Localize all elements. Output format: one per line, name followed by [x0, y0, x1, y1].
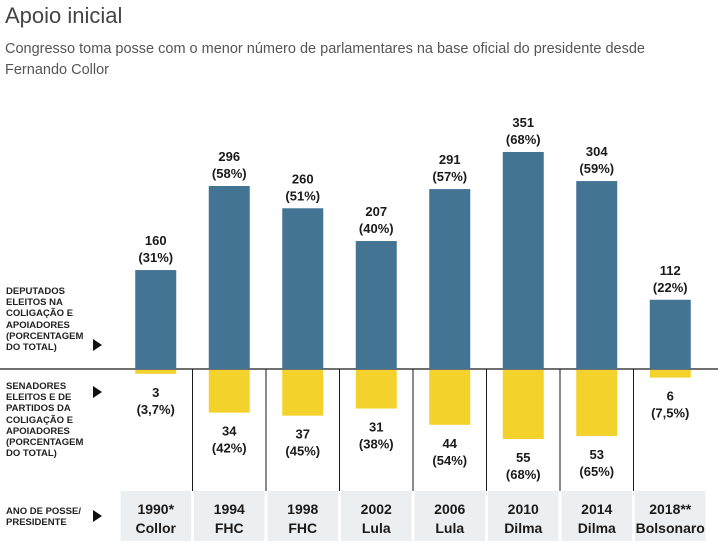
- chart-subtitle: Congresso toma posse com o menor número …: [5, 41, 645, 78]
- deputados-pct-label: (22%): [653, 280, 688, 295]
- deputados-value-label: 112: [660, 263, 681, 278]
- deputados-bar: [576, 181, 618, 369]
- deputados-row-label: Deputados eleitos na coligação e apoiado…: [6, 286, 84, 354]
- chart-title: Apoio inicial: [5, 3, 123, 28]
- year-cell-bg: [267, 491, 338, 541]
- senadores-bar: [649, 370, 691, 378]
- year-label: 2002: [361, 501, 392, 517]
- deputados-bar: [429, 189, 471, 369]
- president-label: FHC: [288, 520, 317, 536]
- senadores-bar: [282, 370, 324, 416]
- senadores-value-label: 3: [152, 385, 159, 400]
- senadores-value-label: 31: [369, 420, 383, 435]
- senadores-pct-label: (45%): [285, 444, 320, 459]
- deputados-pct-label: (51%): [285, 188, 320, 203]
- deputados-pct-label: (40%): [359, 221, 394, 236]
- year-label: 1998: [287, 501, 318, 517]
- year-cell-bg: [414, 491, 485, 541]
- president-label: Bolsonaro: [636, 520, 705, 536]
- deputados-arrow-icon: [93, 339, 102, 351]
- deputados-bar: [649, 299, 691, 369]
- president-label: Dilma: [504, 520, 542, 536]
- senadores-bar: [429, 370, 471, 425]
- deputados-value-label: 291: [439, 152, 461, 167]
- senadores-value-label: 34: [222, 424, 237, 439]
- year-cell-bg: [488, 491, 559, 541]
- year-label: 2014: [581, 501, 612, 517]
- year-cell-bg: [561, 491, 632, 541]
- deputados-bar: [502, 152, 544, 369]
- senadores-pct-label: (68%): [506, 467, 541, 482]
- deputados-bar: [282, 208, 324, 369]
- senadores-bar: [135, 370, 177, 374]
- deputados-value-label: 304: [586, 144, 608, 159]
- president-label: Collor: [136, 520, 177, 536]
- deputados-pct-label: (68%): [506, 132, 541, 147]
- deputados-pct-label: (57%): [432, 169, 467, 184]
- deputados-bar: [355, 241, 397, 369]
- president-label: Dilma: [578, 520, 616, 536]
- deputados-pct-label: (59%): [579, 161, 614, 176]
- senadores-pct-label: (42%): [212, 441, 247, 456]
- senadores-pct-label: (54%): [432, 453, 467, 468]
- senadores-arrow-icon: [93, 386, 102, 398]
- senadores-value-label: 6: [667, 389, 674, 404]
- year-label: 2010: [508, 501, 539, 517]
- senadores-bar: [502, 370, 544, 439]
- deputados-value-label: 351: [512, 115, 534, 130]
- senadores-value-label: 44: [443, 436, 458, 451]
- president-label: Lula: [362, 520, 391, 536]
- president-label: Lula: [435, 520, 464, 536]
- year-label: 1994: [214, 501, 245, 517]
- deputados-value-label: 260: [292, 171, 314, 186]
- ano-arrow-icon: [93, 510, 102, 522]
- senadores-pct-label: (3,7%): [137, 402, 175, 417]
- deputados-bar: [135, 270, 177, 369]
- deputados-value-label: 160: [145, 233, 167, 248]
- deputados-pct-label: (58%): [212, 166, 247, 181]
- senadores-pct-label: (7,5%): [651, 406, 689, 421]
- year-cell-bg: [194, 491, 265, 541]
- senadores-pct-label: (65%): [579, 464, 614, 479]
- year-cell-bg: [635, 491, 706, 541]
- senadores-bar: [355, 370, 397, 409]
- deputados-bar: [208, 186, 250, 369]
- senadores-pct-label: (38%): [359, 437, 394, 452]
- senadores-value-label: 55: [516, 450, 530, 465]
- senadores-bar: [208, 370, 250, 413]
- year-label: 2018**: [649, 501, 692, 517]
- deputados-pct-label: (31%): [138, 250, 173, 265]
- president-label: FHC: [215, 520, 244, 536]
- deputados-value-label: 207: [365, 204, 387, 219]
- senadores-bar: [576, 370, 618, 436]
- senadores-value-label: 53: [590, 447, 604, 462]
- year-label: 2006: [434, 501, 465, 517]
- deputados-value-label: 296: [218, 149, 240, 164]
- year-cell-bg: [120, 491, 191, 541]
- ano-row-label: Ano de posse/ presidente: [6, 506, 81, 529]
- year-cell-bg: [341, 491, 412, 541]
- senadores-value-label: 37: [296, 427, 310, 442]
- senadores-row-label: Senadores eleitos e de partidos da colig…: [6, 381, 84, 460]
- year-label: 1990*: [137, 501, 174, 517]
